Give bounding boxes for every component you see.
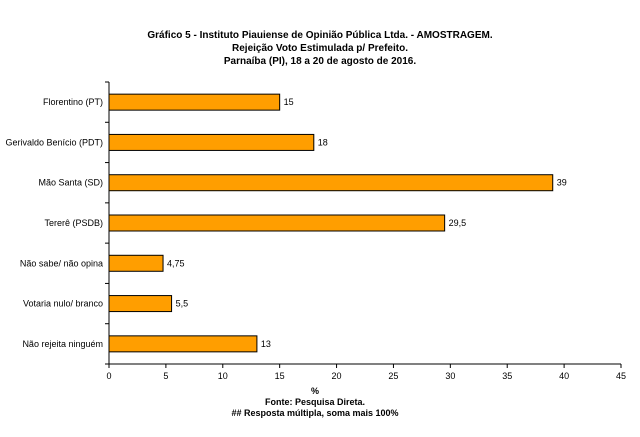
x-tick-label: 10 — [218, 371, 228, 381]
data-label: 4,75 — [167, 258, 185, 268]
bar — [108, 335, 258, 353]
data-label: 15 — [284, 97, 294, 107]
chart-title: Gráfico 5 - Instituto Piauiense de Opini… — [147, 30, 493, 41]
data-label: 5,5 — [176, 299, 189, 309]
bar — [108, 133, 315, 151]
x-tick-label: 25 — [388, 371, 398, 381]
data-label: 29,5 — [449, 218, 467, 228]
data-label: 18 — [318, 137, 328, 147]
x-tick-label: 35 — [502, 371, 512, 381]
data-label: 39 — [557, 178, 567, 188]
category-label: Votaria nulo/ branco — [23, 299, 103, 309]
bar — [108, 254, 164, 272]
x-tick-label: 15 — [275, 371, 285, 381]
category-label: Não sabe/ não opina — [20, 258, 103, 268]
bar — [108, 214, 446, 232]
category-label: Florentino (PT) — [43, 97, 103, 107]
x-axis-label: % — [310, 386, 319, 396]
bar — [108, 174, 554, 192]
x-tick-label: 20 — [332, 371, 342, 381]
x-tick-label: 0 — [106, 371, 111, 381]
x-tick-label: 45 — [616, 371, 626, 381]
x-tick-label: 30 — [445, 371, 455, 381]
category-label: Tererê (PSDB) — [44, 218, 103, 228]
category-label: Gerivaldo Benício (PDT) — [5, 137, 103, 147]
source-note: Fonte: Pesquisa Direta. — [264, 397, 366, 407]
multiple-response-note: ## Resposta múltipla, soma mais 100% — [231, 408, 399, 418]
chart-subtitle: Rejeição Voto Estimulada p/ Prefeito. — [232, 43, 408, 54]
x-tick-label: 40 — [559, 371, 569, 381]
category-label: Não rejeita ninguém — [22, 339, 103, 349]
category-label: Mão Santa (SD) — [38, 178, 103, 188]
x-tick-label: 5 — [163, 371, 168, 381]
bar — [108, 295, 173, 313]
data-label: 13 — [261, 339, 271, 349]
bar — [108, 93, 281, 111]
chart-location-date: Parnaíba (PI), 18 a 20 de agosto de 2016… — [223, 56, 417, 67]
